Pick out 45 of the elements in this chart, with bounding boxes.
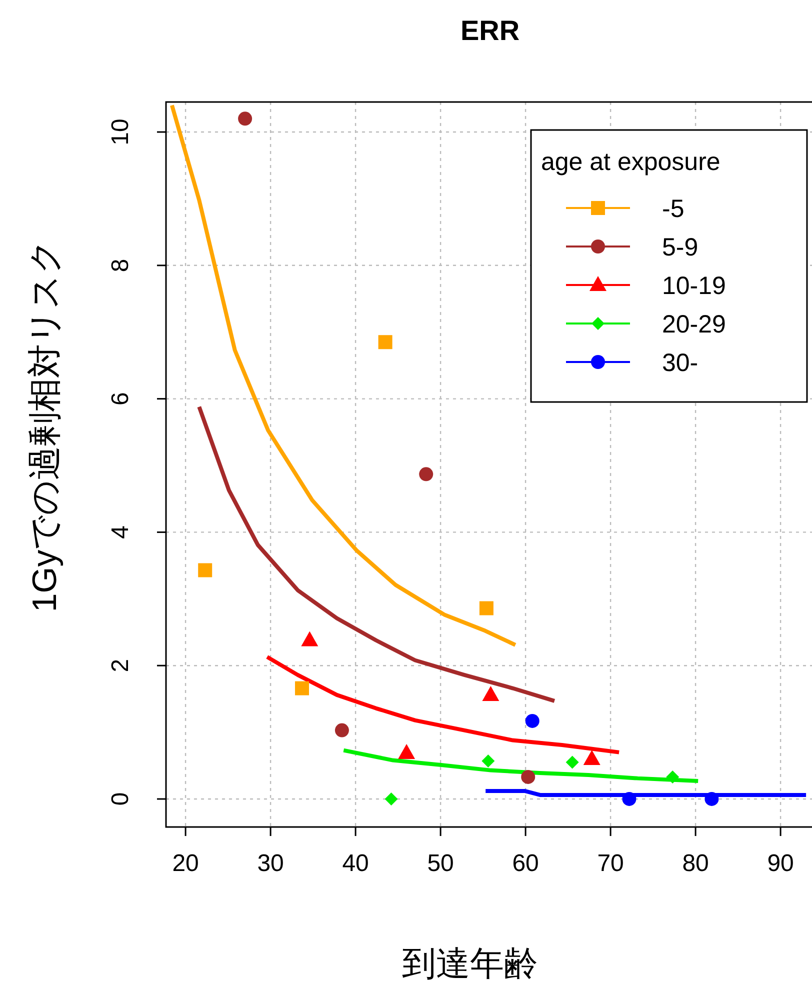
x-tick-label: 90 [767, 850, 794, 877]
point [666, 770, 680, 784]
line-series [170, 103, 518, 647]
legend-label: 5-9 [662, 234, 698, 262]
point [566, 756, 579, 769]
legend-label: -5 [662, 195, 684, 223]
point [378, 335, 392, 350]
point [198, 563, 212, 578]
y-tick-label: 8 [107, 258, 134, 272]
legend-label: 20-29 [662, 310, 726, 338]
x-tick-label: 60 [512, 850, 539, 877]
point [419, 467, 434, 482]
point [525, 714, 540, 728]
legend-label: 10-19 [662, 272, 726, 300]
point [301, 631, 318, 646]
point [482, 686, 500, 701]
point [238, 112, 252, 126]
point [295, 681, 309, 696]
y-tick-label: 0 [107, 792, 134, 806]
y-axis-title: 1Gyでの過剰相対リスク [26, 238, 64, 612]
x-tick-label: 80 [682, 850, 709, 877]
y-tick-label: 10 [107, 118, 134, 146]
y-tick-label: 2 [107, 658, 134, 672]
point [479, 601, 494, 616]
y-tick-label: 4 [107, 526, 134, 539]
x-tick-label: 40 [342, 850, 369, 877]
line-series [197, 404, 556, 703]
chart-title: ERR [460, 15, 520, 46]
y-tick-label: 6 [107, 392, 134, 406]
point [398, 744, 416, 759]
point [704, 792, 719, 806]
line-series [342, 748, 700, 783]
x-tick-label: 20 [172, 850, 199, 877]
point [384, 792, 398, 806]
legend-label: 30- [662, 349, 698, 377]
x-axis-title: 到達年齢 [402, 945, 538, 982]
point [334, 723, 349, 738]
point [482, 754, 495, 768]
point [622, 792, 636, 806]
legend-title: age at exposure [541, 148, 720, 176]
point [521, 770, 536, 784]
x-tick-label: 50 [427, 850, 454, 877]
x-tick-label: 70 [597, 850, 624, 877]
x-tick-label: 30 [257, 850, 284, 877]
point [583, 750, 600, 765]
